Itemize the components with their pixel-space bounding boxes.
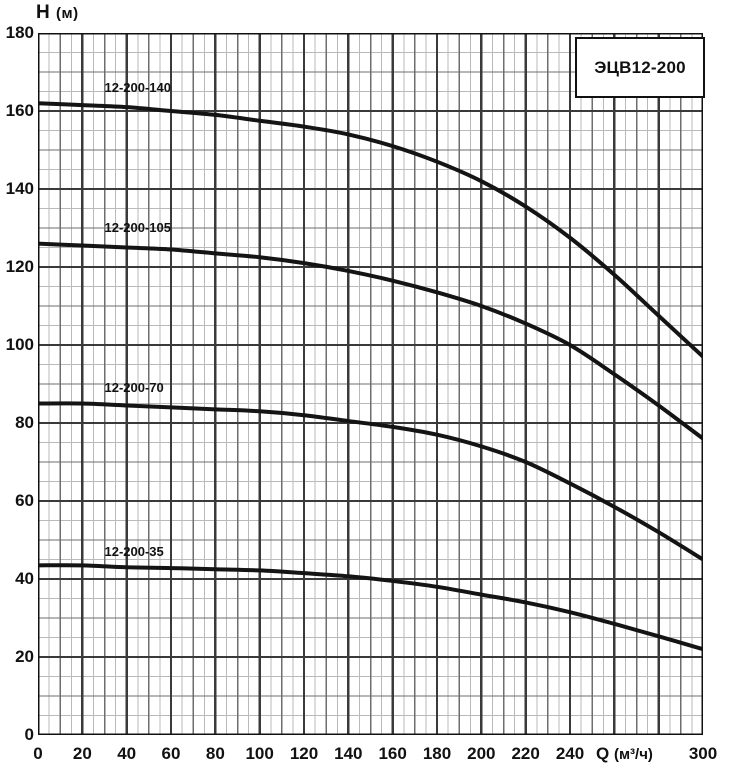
y-tick-140: 140: [5, 179, 34, 198]
y-tick-80: 80: [15, 413, 34, 432]
x-tick-300: 300: [688, 744, 718, 763]
curve-12-200-35: [38, 563, 703, 652]
y-tick-60: 60: [15, 491, 34, 510]
x-tick-0: 0: [33, 744, 43, 763]
y-tick-180: 180: [5, 23, 34, 42]
y-tick-40: 40: [15, 569, 34, 588]
x-axis-unit: (м³/ч): [613, 746, 653, 763]
y-axis-title: H (м): [36, 2, 79, 24]
curve-label-12-200-140: 12-200-140: [104, 79, 172, 95]
legend-box: ЭЦВ12-200: [575, 37, 705, 98]
y-tick-20: 20: [15, 647, 34, 666]
curve-12-200-70: [38, 401, 703, 562]
x-axis-title: Q (м³/ч): [596, 744, 653, 764]
curve-label-12-200-35: 12-200-35: [104, 543, 164, 559]
x-tick-80: 80: [205, 744, 225, 763]
x-tick-180: 180: [422, 744, 452, 763]
plot-svg: [38, 33, 703, 735]
x-tick-60: 60: [161, 744, 181, 763]
curve-group: [38, 101, 703, 652]
grid-major-lines: [38, 33, 703, 735]
x-tick-220: 220: [511, 744, 540, 763]
x-axis-symbol: Q: [596, 744, 610, 763]
x-tick-160: 160: [378, 744, 407, 763]
legend-model-label: ЭЦВ12-200: [594, 57, 686, 77]
plot-area: [38, 33, 703, 735]
curve-label-12-200-70: 12-200-70: [104, 379, 164, 395]
x-tick-40: 40: [117, 744, 137, 763]
x-tick-240: 240: [555, 744, 585, 763]
grid-mid-lines: [38, 33, 703, 735]
y-tick-0: 0: [24, 725, 34, 744]
y-axis-unit: (м): [56, 5, 79, 22]
y-tick-100: 100: [5, 335, 34, 354]
x-tick-120: 120: [289, 744, 319, 763]
y-axis-symbol: H: [36, 2, 51, 23]
x-tick-20: 20: [72, 744, 92, 763]
x-tick-140: 140: [334, 744, 363, 763]
curve-label-12-200-105: 12-200-105: [104, 220, 172, 235]
x-tick-100: 100: [245, 744, 274, 763]
curve-12-200-140: [38, 101, 703, 359]
y-tick-120: 120: [5, 257, 34, 276]
x-tick-200: 200: [467, 744, 496, 763]
y-tick-160: 160: [5, 101, 34, 120]
curve-12-200-105: [38, 241, 703, 441]
